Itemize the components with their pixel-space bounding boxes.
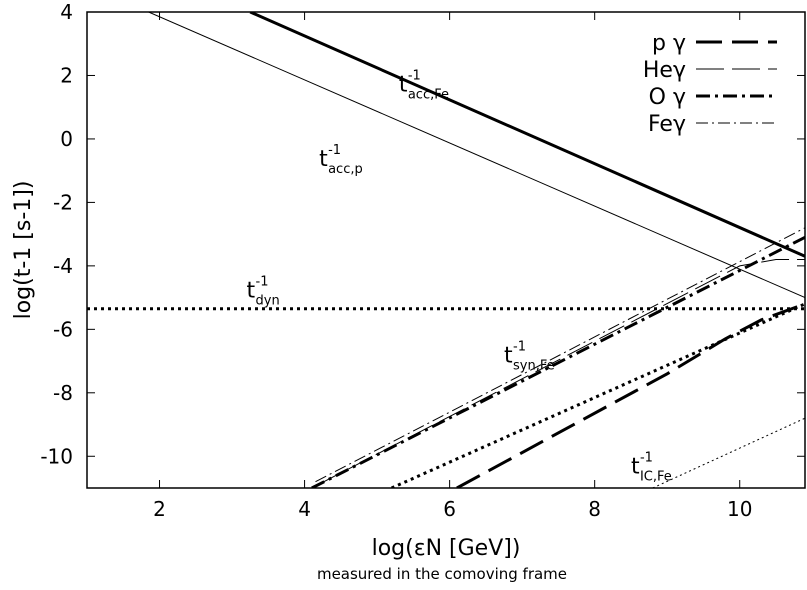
- x-tick-label: 10: [727, 497, 752, 521]
- legend-entry: Feγ: [648, 112, 777, 137]
- curve-label-main: t: [631, 455, 640, 480]
- x-tick-label: 2: [153, 497, 166, 521]
- y-tick-label: 0: [60, 127, 73, 151]
- curve-label-superscript: -1: [408, 68, 421, 83]
- legend-entry: p γ: [652, 31, 777, 56]
- y-tick-label: -6: [53, 317, 73, 341]
- legend-label: Heγ: [643, 58, 686, 83]
- plot-area: [86, 11, 806, 489]
- axis-ticks: 2 4 6 8 10 4 2 0 -2 -4 -6 -8 -10: [40, 0, 805, 521]
- legend-label: Feγ: [648, 112, 686, 137]
- curve-label-subscript: acc,p: [328, 162, 363, 177]
- curve-label-subscript: acc,Fe: [408, 87, 449, 102]
- y-tick-label: -2: [53, 190, 73, 214]
- x-axis-subtitle: measured in the comoving frame: [317, 565, 567, 583]
- y-tick-label: 2: [60, 63, 73, 87]
- x-tick-label: 6: [443, 497, 456, 521]
- legend-label: p γ: [652, 31, 686, 56]
- series-line-ic-fe: [652, 417, 805, 488]
- curve-label-superscript: -1: [256, 275, 269, 290]
- curve-label-acc-p: t -1 acc,p: [319, 143, 363, 177]
- x-axis-title: log(εN [GeV]): [372, 536, 521, 561]
- curve-label-subscript: syn,Fe: [513, 359, 555, 374]
- legend-entry: O γ: [649, 85, 777, 110]
- curve-label-main: t: [399, 72, 408, 97]
- curve-label-subscript: IC,Fe: [640, 470, 672, 485]
- y-tick-label: -10: [40, 444, 73, 468]
- series-line-he-: [311, 259, 805, 488]
- y-axis-title: log(t-1 [s-1]): [11, 181, 36, 320]
- x-tick-label: 8: [588, 497, 601, 521]
- curve-label-superscript: -1: [513, 340, 526, 355]
- series-line-acc-p: [148, 12, 805, 299]
- curve-label-main: t: [504, 344, 513, 369]
- curve-label-syn-fe: t -1 syn,Fe: [504, 340, 555, 374]
- series-line-fe-: [315, 227, 805, 483]
- series-line-acc-fe: [249, 12, 805, 258]
- series-lines: [87, 12, 805, 488]
- curve-label-subscript: dyn: [256, 294, 280, 309]
- series-line-o-: [311, 235, 805, 488]
- curve-label-main: t: [319, 147, 328, 172]
- curve-label-acc-fe: t -1 acc,Fe: [399, 68, 449, 102]
- curve-label-dyn: t -1 dyn: [247, 275, 280, 309]
- y-tick-label: 4: [60, 0, 73, 24]
- curve-label-ic-fe: t -1 IC,Fe: [631, 451, 672, 485]
- y-tick-label: -4: [53, 254, 73, 278]
- legend-label: O γ: [649, 85, 686, 110]
- plot-frame: [86, 11, 806, 489]
- y-tick-label: -8: [53, 381, 73, 405]
- curve-label-main: t: [247, 279, 256, 304]
- x-tick-label: 4: [298, 497, 311, 521]
- curve-label-superscript: -1: [328, 143, 341, 158]
- legend-entry: Heγ: [643, 58, 777, 83]
- series-line-syn-fe: [390, 302, 805, 488]
- curve-label-superscript: -1: [640, 451, 653, 466]
